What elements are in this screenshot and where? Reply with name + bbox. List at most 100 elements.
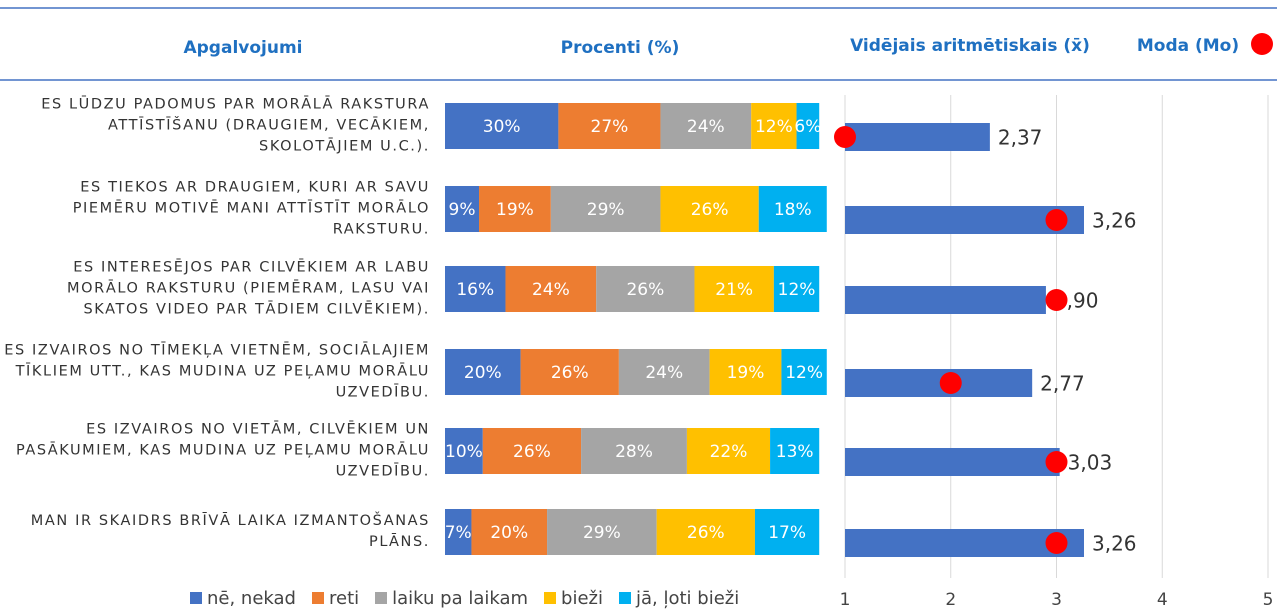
bar-segment xyxy=(758,186,827,232)
mode-legend-marker xyxy=(1251,33,1273,55)
data-label: 26% xyxy=(513,442,551,462)
mode-marker xyxy=(1045,532,1068,554)
bar-segment xyxy=(520,349,619,395)
bar-segment xyxy=(596,266,695,312)
legend-label: bieži xyxy=(561,588,603,609)
data-label: 3,26 xyxy=(1092,532,1137,556)
category-header: Apgalvojumi xyxy=(183,38,302,58)
data-label: 2,37 xyxy=(998,126,1043,150)
data-label: 26% xyxy=(551,363,589,383)
bar-segment xyxy=(686,428,771,474)
bar-segment xyxy=(656,509,755,555)
bar-segment xyxy=(618,349,710,395)
legend-label: nē, nekad xyxy=(207,588,296,609)
data-label: 12% xyxy=(778,280,816,300)
bar xyxy=(845,529,1084,557)
bar-segment xyxy=(796,103,820,149)
data-label: 9% xyxy=(449,200,476,220)
data-label: 7% xyxy=(445,523,472,543)
category-label: MAN IR SKAIDRS BRĪVĀ LAIKA IZMANTOŠANAS … xyxy=(30,513,430,550)
legend-item: jā, ļoti bieži xyxy=(619,588,739,609)
bar-segment xyxy=(751,103,797,149)
bar-segment xyxy=(482,428,582,474)
legend-swatch xyxy=(619,592,631,604)
legend: nē, nekad reti laiku pa laikam bieži jā, ļot… xyxy=(190,588,739,609)
category-label: ES LŪDZU PADOMUS PAR MORĀLĀ RAKSTURA ATT… xyxy=(41,96,430,155)
x-tick-label: 5 xyxy=(1263,590,1274,607)
x-tick-label: 2 xyxy=(945,590,956,607)
data-label: 2,77 xyxy=(1040,372,1085,396)
bar-segment xyxy=(445,509,472,555)
data-label: 24% xyxy=(532,280,570,300)
chart-title: Procenti (%) xyxy=(561,38,680,58)
bar-segment xyxy=(558,103,661,149)
data-label: 22% xyxy=(710,442,748,462)
bar-segment xyxy=(471,509,548,555)
data-label: 20% xyxy=(464,363,502,383)
bar-segment xyxy=(505,266,597,312)
bar-segment xyxy=(781,349,827,395)
category-label: ES INTERESĒJOS PAR CILVĒKIEM AR LABU MOR… xyxy=(67,259,430,318)
data-label: 24% xyxy=(645,363,683,383)
data-label: 16% xyxy=(456,280,494,300)
mode-marker xyxy=(1045,289,1068,311)
category-label: ES IZVAIROS NO TĪMEKĻA VIETNĒM, SOCIĀLAJ… xyxy=(4,342,430,401)
legend-swatch xyxy=(544,592,557,604)
x-tick-label: 1 xyxy=(840,590,851,607)
data-label: 19% xyxy=(727,363,765,383)
category-label: ES IZVAIROS NO VIETĀM, CILVĒKIEM UN PASĀ… xyxy=(15,421,430,480)
data-label: 10% xyxy=(445,442,483,462)
bar-segment xyxy=(445,186,480,232)
bar-segment xyxy=(694,266,774,312)
mode-marker xyxy=(1045,209,1068,231)
bar xyxy=(845,448,1060,476)
bar-segment xyxy=(754,509,820,555)
legend-item: laiku pa laikam xyxy=(375,588,528,609)
data-label: 18% xyxy=(774,200,812,220)
data-label: 17% xyxy=(768,523,806,543)
bar xyxy=(845,123,990,151)
category-label: ES TIEKOS AR DRAUGIEM, KURI AR SAVU PIEM… xyxy=(72,179,430,238)
data-label: 26% xyxy=(691,200,729,220)
mode-marker xyxy=(939,372,962,394)
legend-label: reti xyxy=(328,588,360,609)
bar-segment xyxy=(547,509,657,555)
bar xyxy=(845,206,1084,234)
mode-legend-label: Moda (Mo) xyxy=(1137,36,1239,56)
data-label: 30% xyxy=(483,117,521,137)
data-label: 3,26 xyxy=(1092,209,1137,233)
bar-segment xyxy=(773,266,820,312)
legend-item: nē, nekad xyxy=(190,588,296,609)
legend-label: jā, ļoti bieži xyxy=(636,588,740,609)
data-label: 21% xyxy=(715,280,753,300)
data-label: 24% xyxy=(687,117,725,137)
bar-segment xyxy=(445,266,506,312)
legend-swatch xyxy=(190,592,202,604)
x-tick-label: 3 xyxy=(1051,590,1062,607)
x-tick-label: 4 xyxy=(1157,590,1168,607)
bar-segment xyxy=(660,103,752,149)
bar xyxy=(845,286,1046,314)
data-label: 3,03 xyxy=(1068,451,1113,475)
chart-title: Vidējais aritmētiskais (x̄) xyxy=(850,36,1090,56)
data-label: 27% xyxy=(591,117,629,137)
data-label: 29% xyxy=(583,523,621,543)
bar-segment xyxy=(770,428,820,474)
data-label: 28% xyxy=(615,442,653,462)
bar-segment xyxy=(660,186,759,232)
bar-segment xyxy=(479,186,551,232)
mode-marker xyxy=(1045,451,1068,473)
bar-segment xyxy=(709,349,782,395)
mode-marker xyxy=(834,126,856,148)
legend-label: laiku pa laikam xyxy=(392,588,529,609)
data-label: 26% xyxy=(626,280,664,300)
data-label: 12% xyxy=(755,117,793,137)
data-label: 13% xyxy=(776,442,814,462)
data-label: 29% xyxy=(587,200,625,220)
bar xyxy=(845,369,1033,397)
legend-swatch xyxy=(311,592,324,604)
legend-swatch xyxy=(375,592,388,604)
data-label: 12% xyxy=(785,363,823,383)
